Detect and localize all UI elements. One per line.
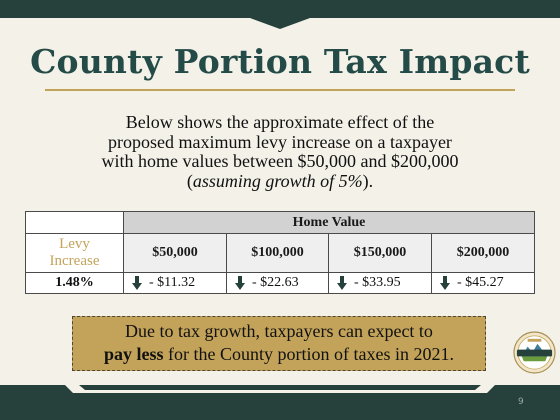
down-arrow-icon — [440, 276, 450, 290]
bottom-chevron-decoration — [65, 385, 495, 393]
tax-change-value: - $45.27 — [457, 275, 504, 290]
growth-assumption: assuming growth of 5% — [192, 170, 363, 191]
tax-change-cell: - $33.95 — [328, 272, 432, 294]
page-number: 9 — [518, 397, 524, 407]
levy-rate-cell: 1.48% — [25, 272, 124, 294]
subtitle-paragraph: Below shows the approximate effect of th… — [40, 112, 520, 191]
subtitle-line: (assuming growth of 5%). — [186, 170, 374, 191]
callout-box: Due to tax growth, taxpayers can expect … — [72, 316, 486, 371]
page-title: County Portion Tax Impact — [30, 42, 530, 81]
down-arrow-icon — [337, 276, 347, 290]
table-corner-cell — [25, 211, 124, 234]
subtitle-line: proposed maximum levy increase on a taxp… — [108, 131, 452, 152]
levy-increase-header: Levy Increase — [25, 233, 124, 273]
county-seal-logo — [513, 331, 556, 374]
callout-emphasis: pay less — [104, 344, 164, 364]
tax-impact-table: Home Value Levy Increase $50,000 $100,00… — [25, 211, 536, 294]
top-chevron-decoration — [210, 0, 350, 30]
table-column-header-row: Levy Increase $50,000 $100,000 $150,000 … — [25, 233, 536, 273]
tax-change-cell: - $22.63 — [226, 272, 329, 294]
tax-change-value: - $11.32 — [149, 275, 196, 290]
tax-change-value: - $22.63 — [252, 275, 299, 290]
down-arrow-icon — [132, 276, 142, 290]
tax-change-value: - $33.95 — [354, 275, 401, 290]
callout-line: pay less for the County portion of taxes… — [104, 344, 454, 364]
subtitle-line: Below shows the approximate effect of th… — [125, 112, 435, 132]
tax-change-cell: - $11.32 — [123, 272, 227, 294]
table-group-header-row: Home Value — [25, 211, 536, 234]
home-value-header: Home Value — [122, 211, 536, 234]
tax-change-cell: - $45.27 — [430, 272, 536, 294]
column-header: $50,000 — [123, 233, 227, 273]
column-header: $200,000 — [430, 233, 536, 273]
down-arrow-icon — [235, 276, 245, 290]
column-header: $150,000 — [328, 233, 432, 273]
title-divider — [45, 89, 515, 91]
callout-line: Due to tax growth, taxpayers can expect … — [125, 321, 433, 341]
subtitle-line: with home values between $50,000 and $20… — [101, 151, 459, 171]
table-row: 1.48% - $11.32 - $22.63 - $33.95 - $45.2… — [25, 272, 536, 294]
column-header: $100,000 — [226, 233, 329, 273]
